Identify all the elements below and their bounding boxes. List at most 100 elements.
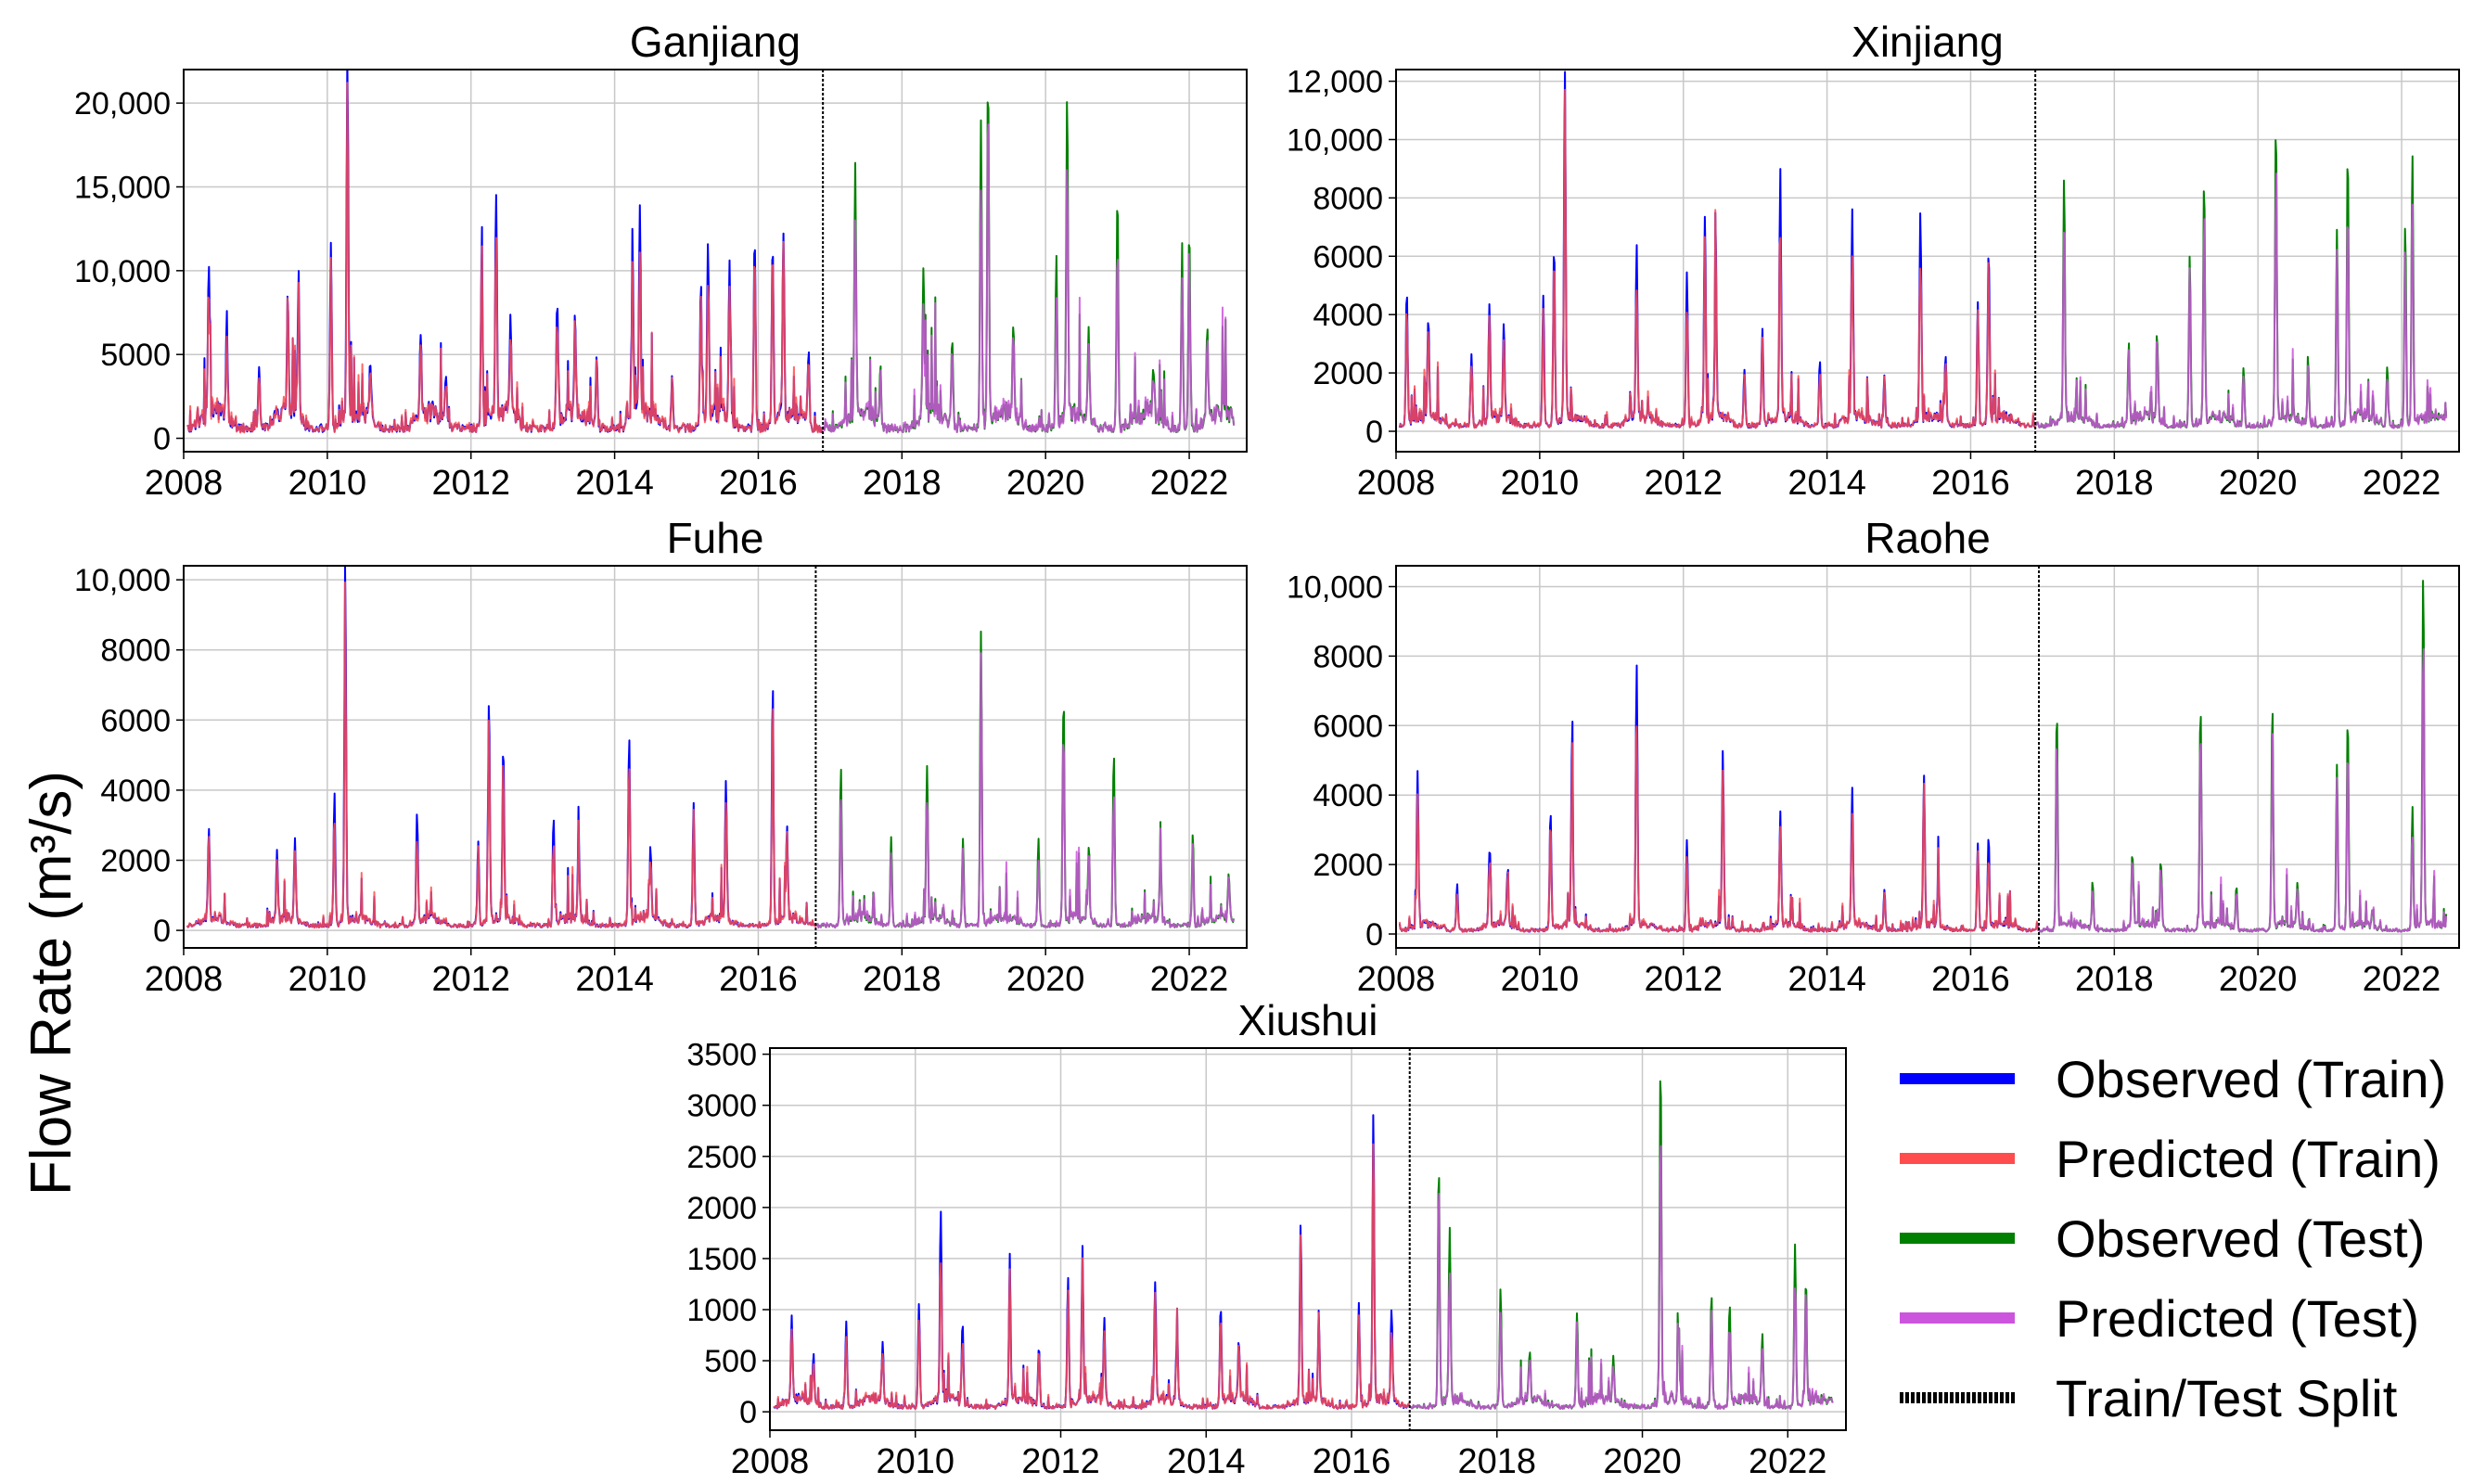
x-tick-label: 2022 <box>1150 464 1229 503</box>
legend-swatch-observed-test <box>1900 1233 2015 1244</box>
x-tick-label: 2020 <box>1006 464 1085 503</box>
x-tick-label: 2018 <box>863 960 942 999</box>
series-group <box>1398 70 2448 429</box>
series-predicted-train <box>1398 88 2036 429</box>
y-tick-label: 15,000 <box>74 170 171 205</box>
y-tick-label: 3000 <box>686 1089 757 1124</box>
x-tick-label: 2016 <box>1931 960 2010 999</box>
y-tick-label: 10,000 <box>74 563 171 598</box>
y-tick-label: 6000 <box>1313 709 1383 744</box>
y-tick-label: 2000 <box>1313 356 1383 391</box>
y-tick-label: 2000 <box>1313 848 1383 883</box>
subplot-ganjiang: 2008 2010 2012 2014 2016 2018 2020 2022 0 5000 10,… <box>74 18 1248 503</box>
plot-frame <box>1395 69 2460 453</box>
x-tick-label: 2010 <box>288 960 367 999</box>
subplot-title: Xiushui <box>1238 996 1378 1044</box>
x-tick-label: 2018 <box>1458 1442 1537 1481</box>
x-tick-label: 2012 <box>1021 1442 1100 1481</box>
plot-area <box>1396 566 2459 948</box>
x-tick-label: 2008 <box>731 1442 810 1481</box>
plot-frame <box>1395 565 2460 949</box>
series-group <box>186 566 1236 929</box>
x-tick-label: 2018 <box>863 464 942 503</box>
x-tick-label: 2016 <box>1313 1442 1391 1481</box>
series-group <box>186 70 1236 434</box>
y-tick-label: 12,000 <box>1287 65 1383 100</box>
y-tick-label: 2000 <box>100 844 171 879</box>
x-tick-label: 2010 <box>1501 960 1580 999</box>
series-predicted-test <box>2034 173 2448 429</box>
x-tick-label: 2012 <box>431 464 510 503</box>
series-predicted-test <box>2038 647 2448 933</box>
legend-swatch-split <box>1900 1392 2015 1403</box>
y-tick-label: 0 <box>153 422 171 457</box>
x-tick-label: 2008 <box>145 464 224 503</box>
subplots: 2008 2010 2012 2014 2016 2018 2020 20220500010,… <box>74 18 2460 1481</box>
x-tick-label: 2018 <box>2075 960 2154 999</box>
series-predicted-test <box>822 123 1236 434</box>
x-tick-label: 2012 <box>1644 464 1723 503</box>
y-tick-label: 2000 <box>686 1191 757 1226</box>
figure-ylabel: Flow Rate (m³/s) <box>19 771 83 1196</box>
x-tick-label: 2020 <box>1006 960 1085 999</box>
x-tick-label: 2020 <box>2219 464 2298 503</box>
x-tick-label: 2016 <box>1931 464 2010 503</box>
x-tick-label: 2008 <box>1357 960 1436 999</box>
x-tick-label: 2020 <box>1603 1442 1682 1481</box>
y-tick-label: 0 <box>153 914 171 949</box>
y-tick-label: 0 <box>739 1395 757 1430</box>
subplot-title: Ganjiang <box>630 18 801 66</box>
y-tick-label: 1500 <box>686 1242 757 1277</box>
series-predicted-train <box>186 82 824 434</box>
series-predicted-train <box>1398 725 2040 933</box>
x-tick-label: 2010 <box>288 464 367 503</box>
x-tick-label: 2016 <box>719 464 798 503</box>
x-tick-label: 2012 <box>431 960 510 999</box>
y-tick-label: 4000 <box>100 774 171 809</box>
legend-label: Train/Test Split <box>2056 1368 2398 1427</box>
subplot-title: Raohe <box>1864 514 1991 562</box>
y-tick-label: 4000 <box>1313 778 1383 813</box>
x-tick-label: 2008 <box>1357 464 1436 503</box>
series-predicted-train <box>186 581 817 929</box>
x-tick-label: 2014 <box>575 960 654 999</box>
legend-swatch-predicted-train <box>1900 1153 2015 1164</box>
subplot-title: Fuhe <box>667 514 764 562</box>
x-tick-label: 2010 <box>876 1442 955 1481</box>
legend-item-split: Train/Test Split <box>1892 1358 2467 1438</box>
y-tick-label: 10,000 <box>74 254 171 289</box>
y-tick-label: 10,000 <box>1287 122 1383 158</box>
series-group <box>773 1080 1834 1411</box>
plot-frame <box>769 1047 1847 1431</box>
legend-swatch-predicted-test <box>1900 1312 2015 1324</box>
y-tick-label: 8000 <box>1313 181 1383 216</box>
y-tick-label: 0 <box>1365 415 1383 450</box>
series-predicted-test <box>1410 1145 1834 1411</box>
legend-label: Predicted (Train) <box>2056 1129 2441 1188</box>
plot-frame <box>183 69 1248 453</box>
legend-item-observed-test: Observed (Test) <box>1892 1198 2467 1278</box>
x-tick-label: 2014 <box>575 464 654 503</box>
series-predicted-train <box>773 1143 1411 1411</box>
x-tick-label: 2022 <box>1150 960 1229 999</box>
plot-area <box>1396 70 2459 452</box>
subplot-xinjiang: 2008 2010 2012 2014 2016 2018 2020 2022 0 2000 400… <box>1287 18 2460 503</box>
y-tick-label: 500 <box>704 1344 757 1379</box>
legend-swatch-observed-train <box>1900 1073 2015 1084</box>
y-tick-label: 1000 <box>686 1293 757 1328</box>
y-tick-label: 3500 <box>686 1038 757 1073</box>
y-tick-label: 5000 <box>100 338 171 373</box>
y-tick-label: 8000 <box>100 633 171 669</box>
x-tick-label: 2008 <box>145 960 224 999</box>
legend-item-observed-train: Observed (Train) <box>1892 1039 2467 1119</box>
x-tick-label: 2012 <box>1644 960 1723 999</box>
x-tick-label: 2010 <box>1501 464 1580 503</box>
x-tick-label: 2016 <box>719 960 798 999</box>
series-group <box>1398 580 2448 933</box>
plot-frame <box>183 565 1248 949</box>
x-tick-label: 2022 <box>2363 464 2441 503</box>
legend-item-predicted-train: Predicted (Train) <box>1892 1119 2467 1198</box>
subplot-title: Xinjiang <box>1852 18 2004 66</box>
y-tick-label: 6000 <box>100 703 171 738</box>
